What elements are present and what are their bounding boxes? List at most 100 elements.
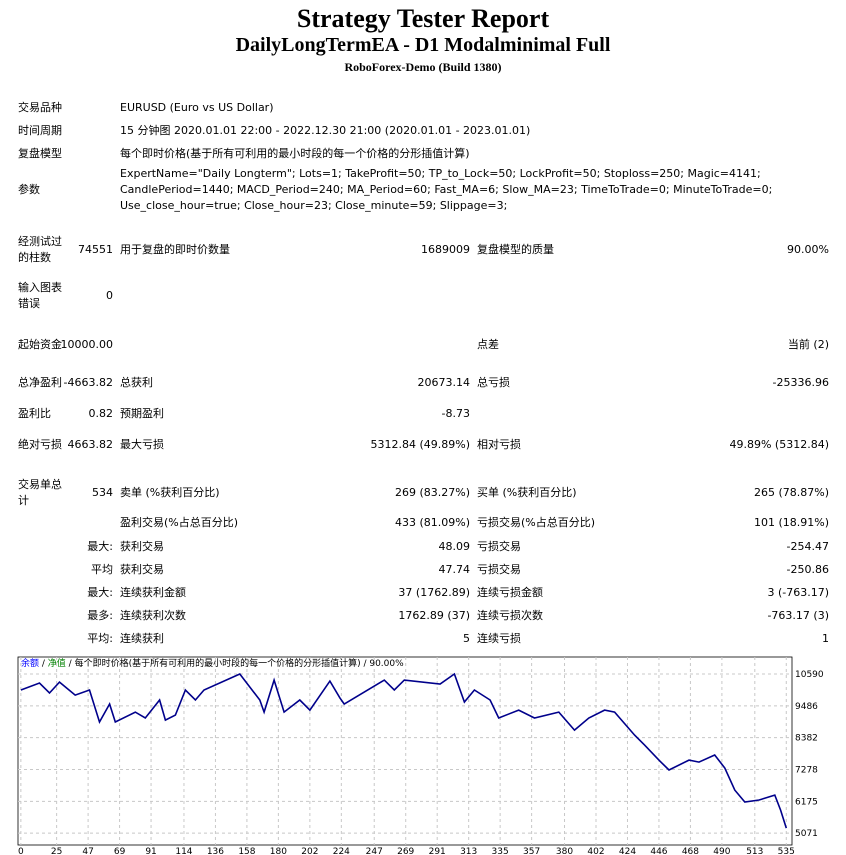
x-tick-label: 490 xyxy=(713,847,730,855)
x-tick-label: 535 xyxy=(778,847,795,855)
x-tick-label: 91 xyxy=(145,847,156,855)
plot-frame xyxy=(17,656,793,846)
table-cell: 相对亏损 xyxy=(477,438,521,451)
table-cell: -25336.96 xyxy=(772,376,829,389)
legend: 余额 / 净值 / 每个即时价格(基于所有可利用的最小时段的每一个价格的分形插值… xyxy=(21,657,404,669)
table-cell: 总净盈利 xyxy=(18,376,62,389)
table-cell: 0.82 xyxy=(88,407,114,420)
table-cell: 37 (1762.89) xyxy=(398,586,470,599)
table-cell: 0 xyxy=(106,289,113,302)
table-cell: 10000.00 xyxy=(60,338,114,351)
table-cell: 总获利 xyxy=(120,376,153,389)
table-cell: -254.47 xyxy=(786,540,829,553)
table-cell: 连续亏损 xyxy=(477,632,521,645)
table-cell: 5 xyxy=(463,632,470,645)
table-cell: 用于复盘的即时价数量 xyxy=(120,243,230,256)
table-cell: 最大: xyxy=(87,540,113,553)
table-cell: 3 (-763.17) xyxy=(767,586,829,599)
table-cell: -763.17 (3) xyxy=(767,609,829,622)
x-tick-label: 69 xyxy=(114,847,126,855)
report-subtitle: DailyLongTermEA - D1 Modalminimal Full xyxy=(235,34,611,56)
x-tick-label: 446 xyxy=(650,847,667,855)
table-cell: 最大: xyxy=(87,586,113,599)
table-cell: 复盘模型的质量 xyxy=(477,243,554,256)
table-cell: 预期盈利 xyxy=(120,407,164,420)
table-cell: ExpertName="Daily Longterm"; Lots=1; Tak… xyxy=(120,167,773,212)
y-tick-label: 10590 xyxy=(795,670,824,680)
table-cell: -8.73 xyxy=(441,407,470,420)
table-cell: 90.00% xyxy=(787,243,829,256)
table-cell: -4663.82 xyxy=(63,376,113,389)
table-cell: 5312.84 (49.89%) xyxy=(370,438,470,451)
table-cell: 总亏损 xyxy=(477,376,510,389)
table-cell: 1 xyxy=(822,632,829,645)
table-cell: 获利交易 xyxy=(120,540,164,553)
legend-item: 90.00% xyxy=(369,659,404,669)
x-tick-label: 247 xyxy=(366,847,383,855)
legend-separator: / xyxy=(361,659,370,669)
table-cell: 平均: xyxy=(87,632,113,645)
server-name: RoboForex-Demo (Build 1380) xyxy=(344,60,502,74)
x-tick-label: 335 xyxy=(492,847,509,855)
table-cell: 269 (83.27%) xyxy=(394,486,470,499)
x-tick-label: 25 xyxy=(51,847,62,855)
table-cell: 534 xyxy=(92,486,113,499)
x-tick-label: 136 xyxy=(207,847,224,855)
table-cell: 433 (81.09%) xyxy=(394,516,470,529)
x-tick-label: 357 xyxy=(523,847,540,855)
y-tick-label: 6175 xyxy=(795,797,818,807)
table-cell: 盈利比 xyxy=(18,407,51,420)
table-cell: 亏损交易 xyxy=(477,563,521,576)
table-cell: 起始资金 xyxy=(18,338,62,351)
table-cell: 连续获利 xyxy=(120,632,164,645)
table-cell: 亏损交易(%占总百分比) xyxy=(477,516,596,529)
table-cell: 20673.14 xyxy=(417,376,471,389)
table-cell: 买单 (%获利百分比) xyxy=(477,486,577,499)
table-cell: 4663.82 xyxy=(67,438,114,451)
x-tick-label: 114 xyxy=(175,847,192,855)
x-tick-label: 224 xyxy=(333,847,350,855)
table-cell: 连续亏损次数 xyxy=(477,609,543,622)
table-cell: 1689009 xyxy=(421,243,470,256)
table-cell: 交易单总计 xyxy=(18,478,62,507)
legend-separator: / xyxy=(66,659,75,669)
report-title: Strategy Tester Report xyxy=(296,4,550,33)
table-cell: 101 (18.91%) xyxy=(753,516,829,529)
x-tick-label: 468 xyxy=(682,847,699,855)
table-cell: 连续亏损金额 xyxy=(477,586,543,599)
table-cell: EURUSD (Euro vs US Dollar) xyxy=(120,101,274,114)
balance-line xyxy=(20,672,788,829)
table-cell: 参数 xyxy=(18,183,40,196)
table-cell: 平均 xyxy=(91,563,113,576)
table-cell: 复盘模型 xyxy=(18,147,62,160)
table-cell: 最大亏损 xyxy=(120,438,164,451)
y-tick-label: 5071 xyxy=(795,829,818,839)
table-cell: 265 (78.87%) xyxy=(753,486,829,499)
table-cell: 1762.89 (37) xyxy=(398,609,470,622)
x-tick-label: 180 xyxy=(270,847,287,855)
legend-item: 净值 xyxy=(48,657,66,669)
y-tick-label: 7278 xyxy=(795,766,818,776)
table-cell: 15 分钟图 2020.01.01 22:00 - 2022.12.30 21:… xyxy=(120,124,531,137)
y-tick-label: 8382 xyxy=(795,734,818,744)
table-cell: 48.09 xyxy=(438,540,471,553)
table-cell: 点差 xyxy=(477,338,499,351)
table-cell: 亏损交易 xyxy=(477,540,521,553)
table-cell: 当前 (2) xyxy=(787,338,829,351)
x-tick-label: 513 xyxy=(746,847,763,855)
x-tick-label: 202 xyxy=(301,847,318,855)
x-tick-label: 0 xyxy=(18,847,24,855)
x-tick-label: 47 xyxy=(82,847,93,855)
legend-item: 每个即时价格(基于所有可利用的最小时段的每一个价格的分形插值计算) xyxy=(75,657,361,669)
table-cell: 卖单 (%获利百分比) xyxy=(120,486,220,499)
table-cell: 47.74 xyxy=(438,563,471,576)
table-cell: 74551 xyxy=(78,243,113,256)
table-cell: 每个即时价格(基于所有可利用的最小时段的每一个价格的分形插值计算) xyxy=(120,147,470,160)
table-cell: 49.89% (5312.84) xyxy=(729,438,829,451)
x-tick-label: 313 xyxy=(460,847,477,855)
table-cell: -250.86 xyxy=(786,563,829,576)
x-tick-label: 158 xyxy=(238,847,255,855)
x-tick-label: 269 xyxy=(397,847,414,855)
